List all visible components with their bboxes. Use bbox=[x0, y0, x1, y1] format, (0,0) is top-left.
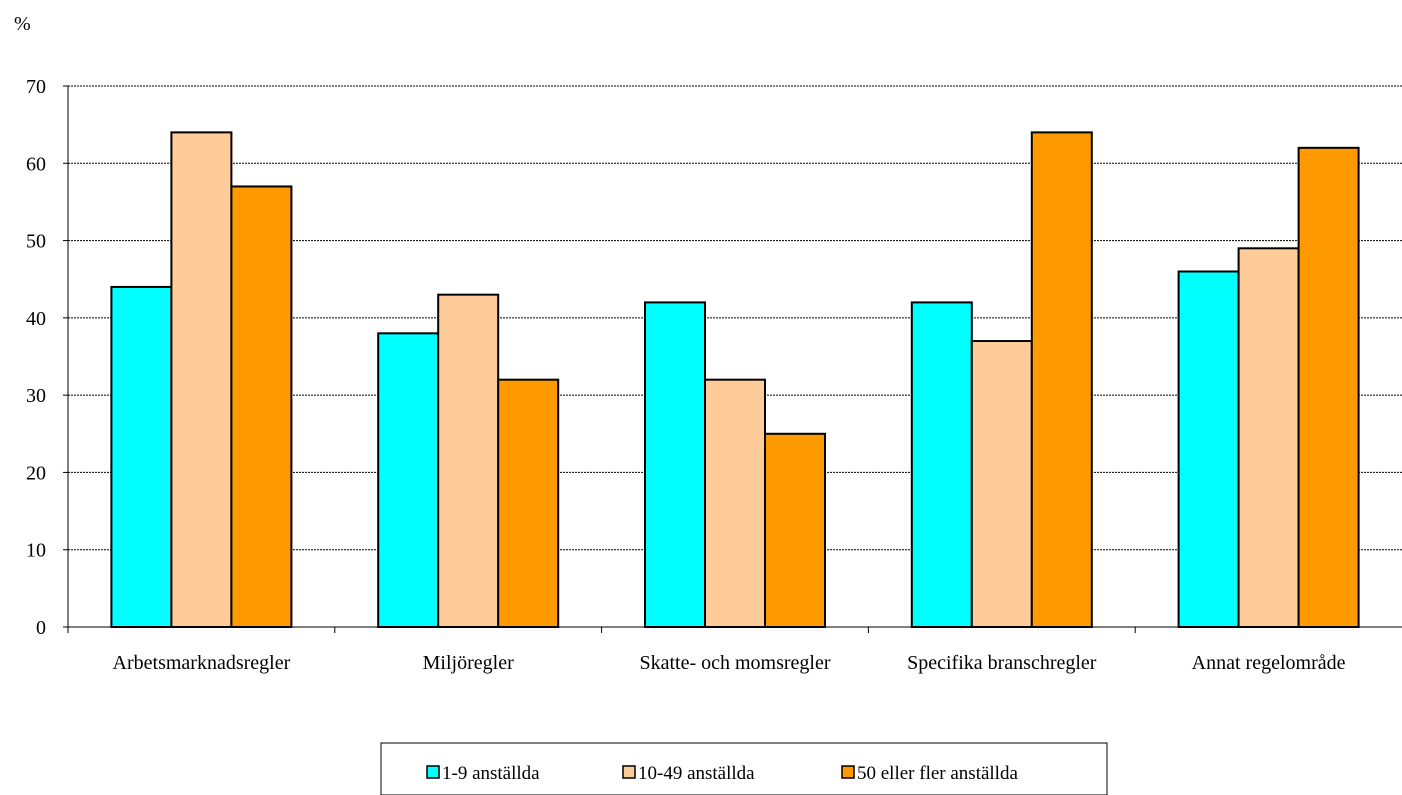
bar bbox=[644, 301, 706, 628]
legend-label: 50 eller fler anställda bbox=[857, 763, 1018, 784]
bar bbox=[1177, 270, 1240, 628]
bar bbox=[1237, 247, 1300, 629]
bar bbox=[110, 285, 173, 628]
bar bbox=[704, 378, 766, 628]
y-tick-label: 50 bbox=[26, 231, 46, 253]
y-tick-label: 60 bbox=[26, 153, 46, 175]
y-tick-labels: 0 10 20 30 40 50 60 70 bbox=[26, 76, 46, 639]
bar bbox=[1030, 131, 1093, 628]
x-tick-label: Arbetsmarknadsregler bbox=[113, 652, 291, 674]
x-tick-label: Specifika branschregler bbox=[907, 652, 1097, 674]
legend-label: 10-49 anställda bbox=[638, 763, 755, 784]
x-tick-labels: Arbetsmarknadsregler Miljöregler Skatte- o… bbox=[113, 652, 1346, 674]
bar bbox=[497, 378, 560, 628]
x-tick-label: Skatte- och momsregler bbox=[639, 652, 830, 674]
legend-swatch bbox=[841, 765, 855, 779]
y-tick-label: 30 bbox=[26, 385, 46, 407]
legend-swatch bbox=[622, 765, 636, 779]
y-tick-label: 70 bbox=[26, 76, 46, 98]
unit-label: % bbox=[14, 13, 31, 35]
legend: 1-9 anställda 10-49 anställda 50 eller fle… bbox=[380, 742, 1108, 795]
x-tick-label: Annat regelområde bbox=[1192, 652, 1346, 674]
y-tick-label: 10 bbox=[26, 540, 46, 562]
bar bbox=[1297, 146, 1360, 628]
y-tick-label: 20 bbox=[26, 462, 46, 484]
legend-swatch bbox=[426, 765, 440, 779]
bars bbox=[110, 131, 1360, 629]
axes bbox=[63, 85, 1402, 633]
bar bbox=[377, 332, 440, 628]
bar bbox=[970, 340, 1033, 628]
y-tick-label: 40 bbox=[26, 308, 46, 330]
bar bbox=[764, 432, 826, 628]
x-tick-label: Miljöregler bbox=[423, 652, 514, 674]
bar bbox=[170, 131, 233, 628]
legend-label: 1-9 anställda bbox=[442, 763, 540, 784]
y-tick-label: 0 bbox=[36, 617, 46, 639]
bar bbox=[910, 301, 973, 628]
bar bbox=[230, 185, 293, 628]
bar bbox=[437, 293, 500, 628]
legend-box bbox=[380, 742, 1108, 795]
